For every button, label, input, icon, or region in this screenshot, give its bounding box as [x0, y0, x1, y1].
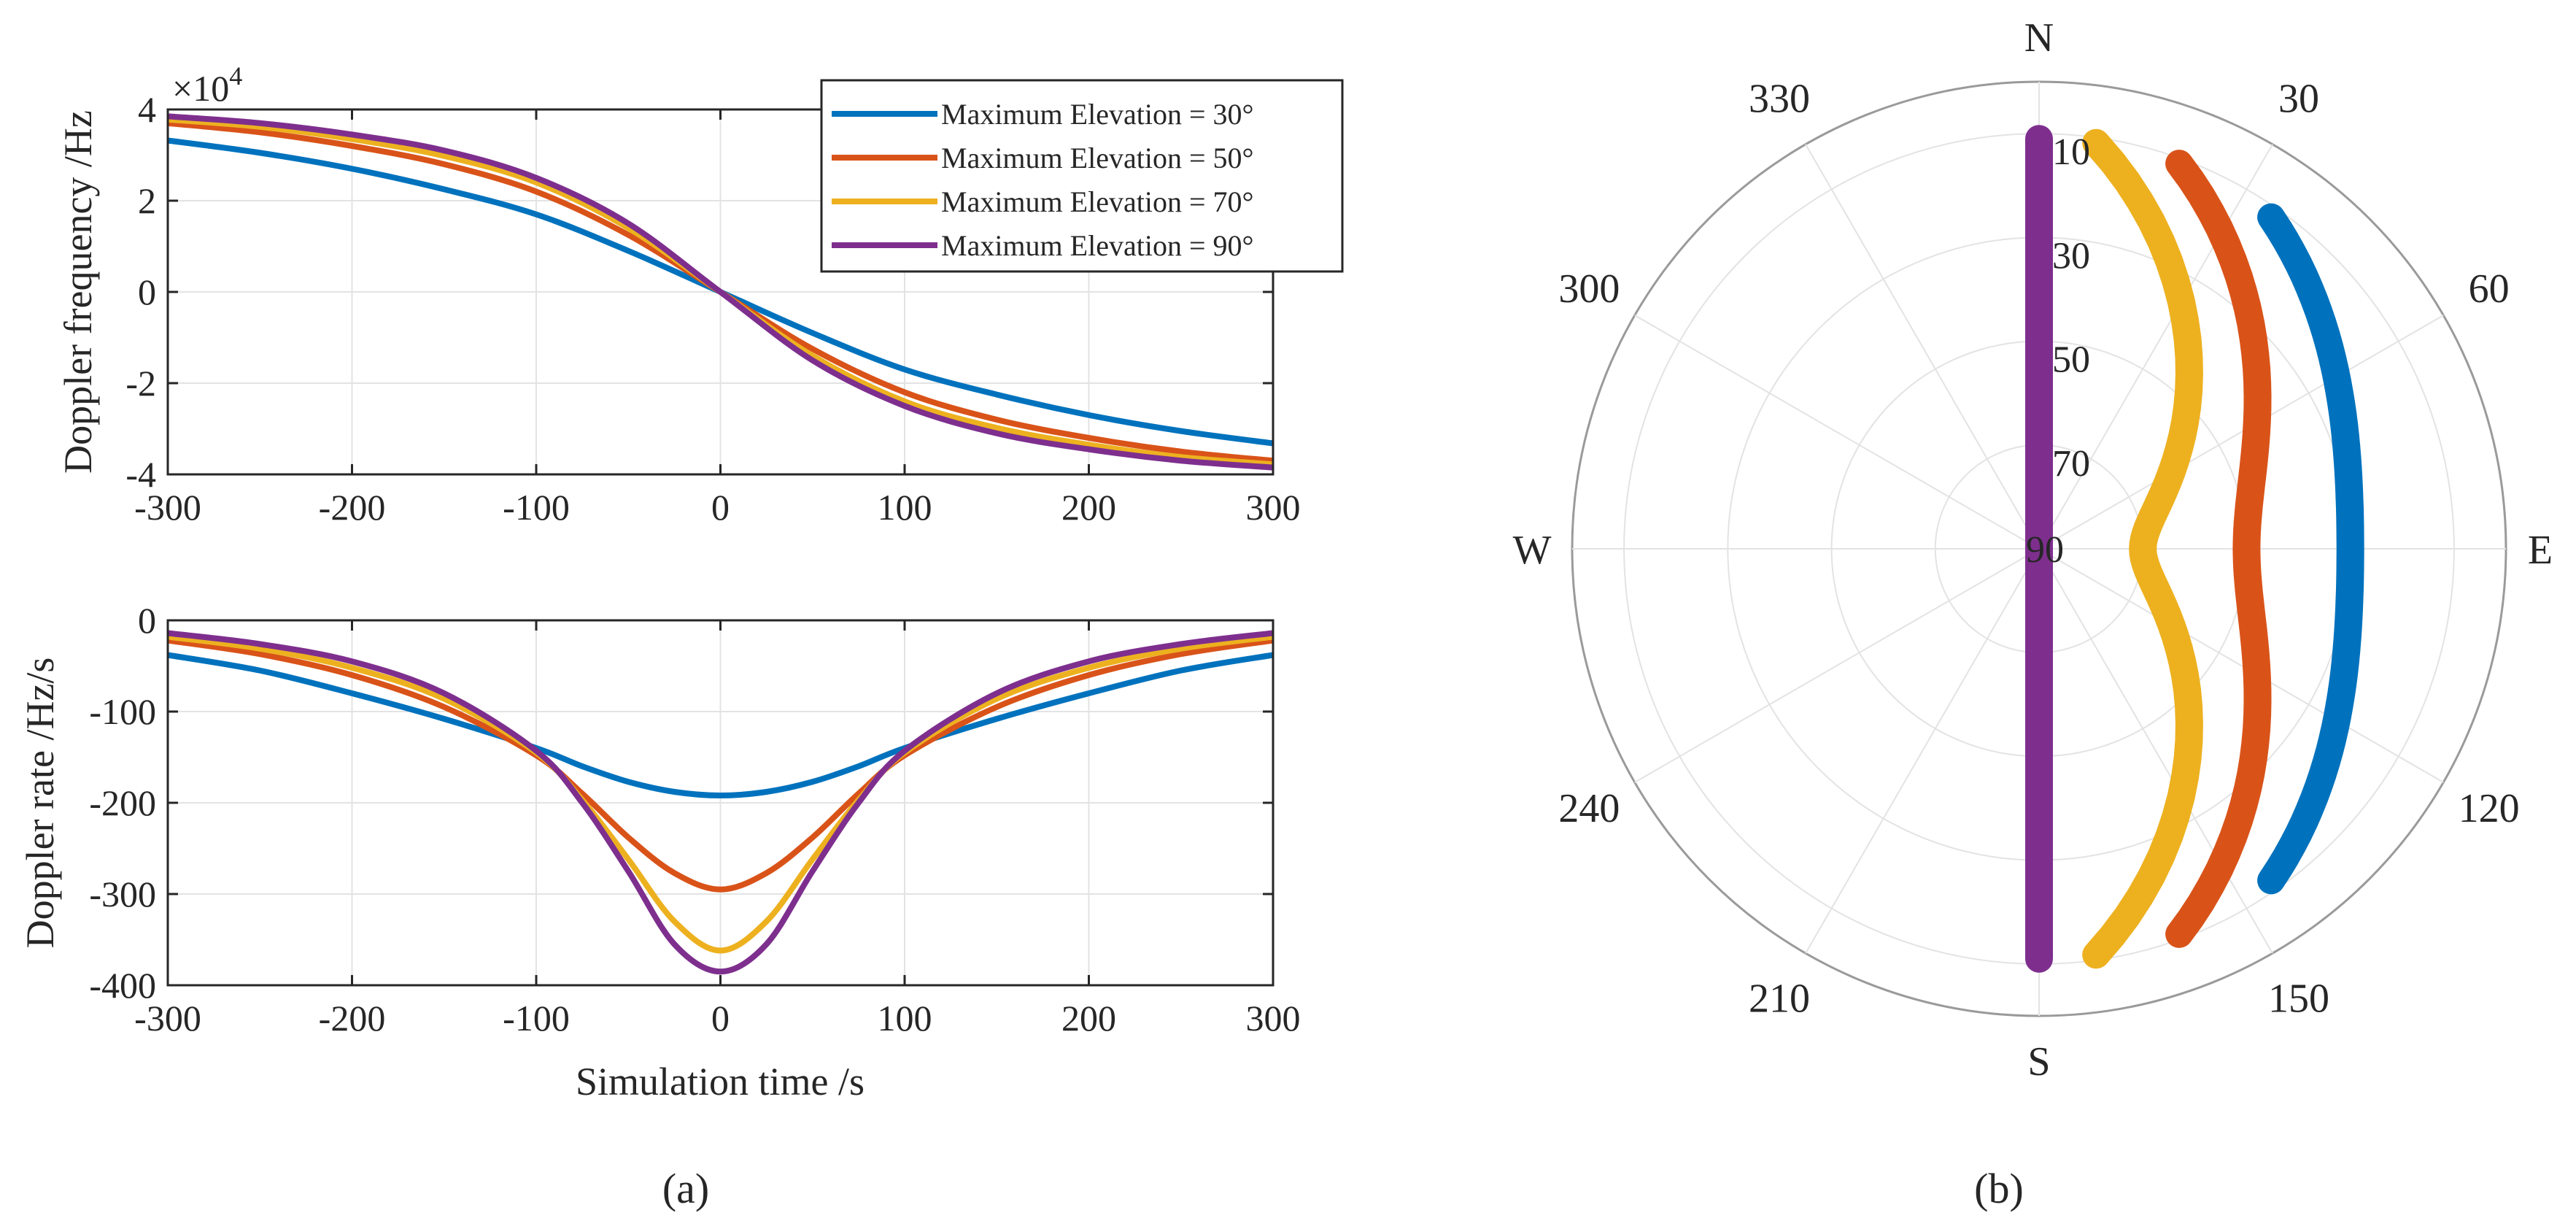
satellite-track-1: [2257, 203, 2364, 895]
azimuth-labels: 30 60 120 150 210 240 300 330: [1558, 76, 2519, 1021]
x-axis-label: Simulation time /s: [576, 1060, 865, 1103]
y-tick-label: -400: [89, 965, 156, 1006]
azimuth-label: 60: [2469, 266, 2510, 312]
x-tick-label: 200: [1061, 487, 1116, 528]
tick-marks: [166, 619, 1275, 987]
y-tick-label: 0: [138, 600, 156, 641]
y-tick-label: 2: [138, 180, 156, 221]
compass-west: W: [1513, 528, 1552, 573]
y-tick-label: 0: [138, 271, 156, 312]
elevation-label: 70: [2052, 443, 2090, 485]
elevation-label: 90: [2026, 529, 2064, 571]
compass-north: N: [2024, 15, 2054, 61]
panel-label-b: (b): [1974, 1165, 2024, 1212]
x-tick-label: 300: [1246, 487, 1301, 528]
azimuth-label: 30: [2278, 76, 2319, 121]
compass-south: S: [2027, 1039, 2050, 1084]
x-tick-label: 300: [1246, 998, 1301, 1039]
exponent-label: ×104: [172, 61, 242, 109]
y-tick-labels: -4 -2 0 2 4: [125, 89, 156, 495]
doppler-frequency-chart: -300 -200 -100 0 100 200 300 -4 -2 0 2 4 Doppler f…: [56, 61, 1344, 528]
azimuth-spoke: [2038, 144, 2273, 550]
y-axis-label: Doppler rate /Hz/s: [18, 658, 62, 949]
y-axis-label: Doppler frequency /Hz: [56, 110, 100, 474]
azimuth-spoke: [1634, 548, 2040, 783]
x-tick-label: 100: [878, 998, 932, 1039]
series-lines: [167, 113, 1274, 471]
y-tick-label: 4: [138, 89, 156, 130]
legend-entry: Maximum Elevation = 50°: [832, 142, 1254, 174]
x-tick-label: -200: [319, 998, 386, 1039]
y-tick-label: -2: [125, 363, 156, 404]
y-tick-label: -100: [89, 691, 156, 732]
azimuth-spoke: [1805, 144, 2040, 550]
legend-label: Maximum Elevation = 70°: [941, 185, 1254, 218]
azimuth-label: 210: [1749, 976, 1810, 1022]
satellite-track-2: [2165, 150, 2272, 948]
satellite-tracks: [2025, 125, 2364, 973]
series-line-2: [167, 637, 1274, 893]
legend-label: Maximum Elevation = 30°: [941, 98, 1254, 131]
elevation-labels: 10 30 50 70 90: [2026, 131, 2090, 571]
azimuth-spoke: [2038, 548, 2444, 783]
x-tick-label: -100: [503, 998, 570, 1039]
y-tick-labels: -400 -300 -200 -100 0: [89, 600, 156, 1006]
legend-entry: Maximum Elevation = 70°: [832, 185, 1254, 218]
azimuth-label: 150: [2268, 976, 2329, 1022]
series-lines: [167, 630, 1274, 975]
legend-label: Maximum Elevation = 50°: [941, 142, 1254, 174]
y-tick-label: -200: [89, 782, 156, 823]
satellite-track-3: [2082, 128, 2203, 969]
elevation-label: 50: [2052, 339, 2090, 381]
legend-entry: Maximum Elevation = 90°: [832, 229, 1254, 262]
azimuth-label: 330: [1749, 76, 1810, 121]
elevation-label: 30: [2052, 235, 2090, 277]
x-tick-label: 200: [1061, 998, 1116, 1039]
x-tick-label: 0: [711, 998, 730, 1039]
grid: [167, 620, 1274, 986]
x-tick-label: -300: [134, 998, 201, 1039]
doppler-rate-chart: -300 -200 -100 0 100 200 300 -400-300-200-1000…: [18, 600, 1301, 1103]
y-tick-label: -4: [125, 454, 156, 495]
compass-east: E: [2528, 528, 2553, 573]
series-line-4: [167, 113, 1274, 471]
y-tick-label: -300: [89, 874, 156, 914]
legend: Maximum Elevation = 30° Maximum Elevatio…: [820, 79, 1344, 273]
azimuth-label: 300: [1558, 266, 1620, 312]
azimuth-label: 120: [2459, 786, 2520, 831]
azimuth-spoke: [2038, 315, 2444, 550]
x-tick-labels: -300 -200 -100 0 100 200 300: [134, 998, 1300, 1039]
series-line-4: [167, 630, 1274, 975]
x-tick-label: -200: [319, 487, 386, 528]
azimuth-spoke: [1634, 315, 2040, 550]
panel-label-a: (a): [662, 1165, 709, 1212]
x-tick-label: -300: [134, 487, 201, 528]
x-tick-labels: -300 -200 -100 0 100 200 300: [134, 487, 1300, 528]
legend-label: Maximum Elevation = 90°: [941, 229, 1254, 262]
x-tick-label: 0: [711, 487, 730, 528]
x-tick-label: -100: [503, 487, 570, 528]
series-line-1: [167, 652, 1274, 798]
x-tick-label: 100: [878, 487, 932, 528]
legend-entry: Maximum Elevation = 30°: [832, 98, 1254, 131]
azimuth-spoke: [1805, 548, 2040, 954]
azimuth-spoke: [2038, 548, 2273, 954]
azimuth-label: 240: [1558, 786, 1620, 831]
series-line-3: [167, 633, 1274, 954]
elevation-label: 10: [2052, 131, 2090, 173]
